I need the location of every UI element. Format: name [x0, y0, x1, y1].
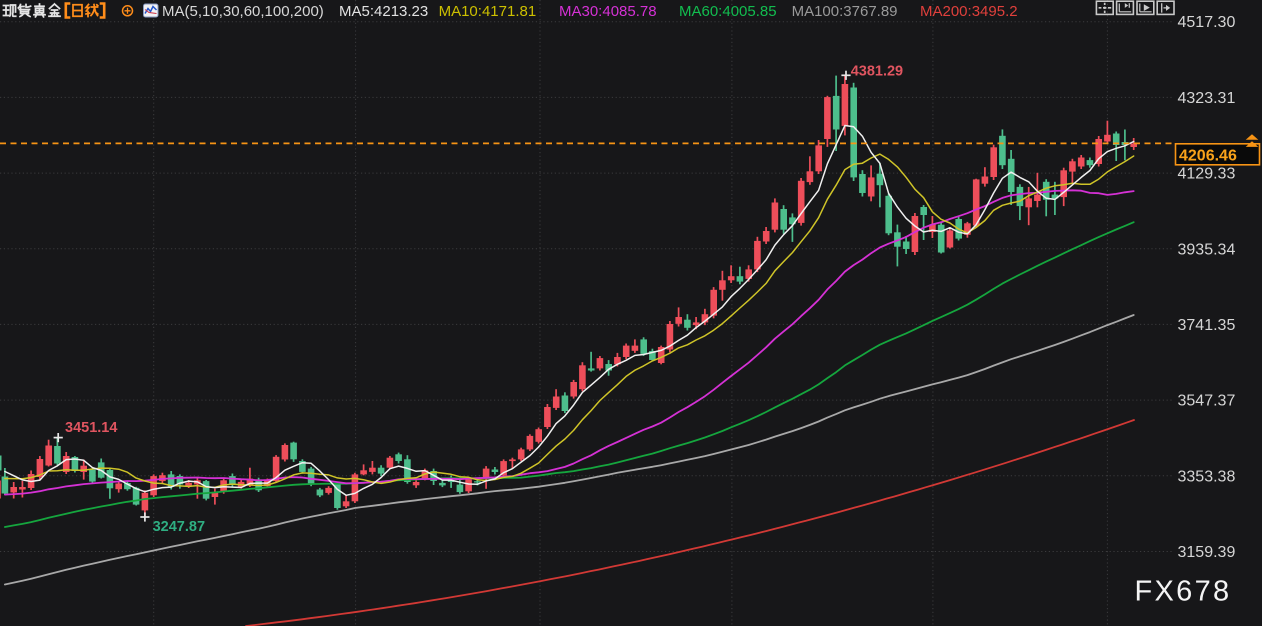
svg-text:4129.33: 4129.33 [1178, 166, 1236, 183]
svg-text:MA(5,10,30,60,100,200): MA(5,10,30,60,100,200) [162, 3, 324, 20]
svg-text:4206.46: 4206.46 [1179, 147, 1237, 164]
svg-text:3247.87: 3247.87 [153, 519, 205, 535]
svg-text:MA30:4085.78: MA30:4085.78 [559, 3, 657, 20]
svg-text:3741.35: 3741.35 [1178, 317, 1236, 334]
svg-text:MA5:4213.23: MA5:4213.23 [339, 3, 428, 20]
svg-text:MA60:4005.85: MA60:4005.85 [679, 3, 777, 20]
svg-text:3451.14: 3451.14 [65, 420, 117, 436]
svg-text:3935.34: 3935.34 [1178, 241, 1236, 258]
svg-text:MA100:3767.89: MA100:3767.89 [792, 3, 898, 20]
svg-text:4323.31: 4323.31 [1178, 90, 1236, 107]
svg-text:3159.39: 3159.39 [1178, 544, 1236, 561]
svg-text:3353.38: 3353.38 [1178, 468, 1236, 485]
svg-text:4381.29: 4381.29 [851, 64, 903, 80]
svg-text:MA10:4171.81: MA10:4171.81 [439, 3, 537, 20]
svg-text:4517.30: 4517.30 [1178, 14, 1236, 31]
svg-text:3547.37: 3547.37 [1178, 393, 1236, 410]
svg-text:MA200:3495.2: MA200:3495.2 [920, 3, 1018, 20]
svg-text:FX678: FX678 [1135, 576, 1232, 608]
